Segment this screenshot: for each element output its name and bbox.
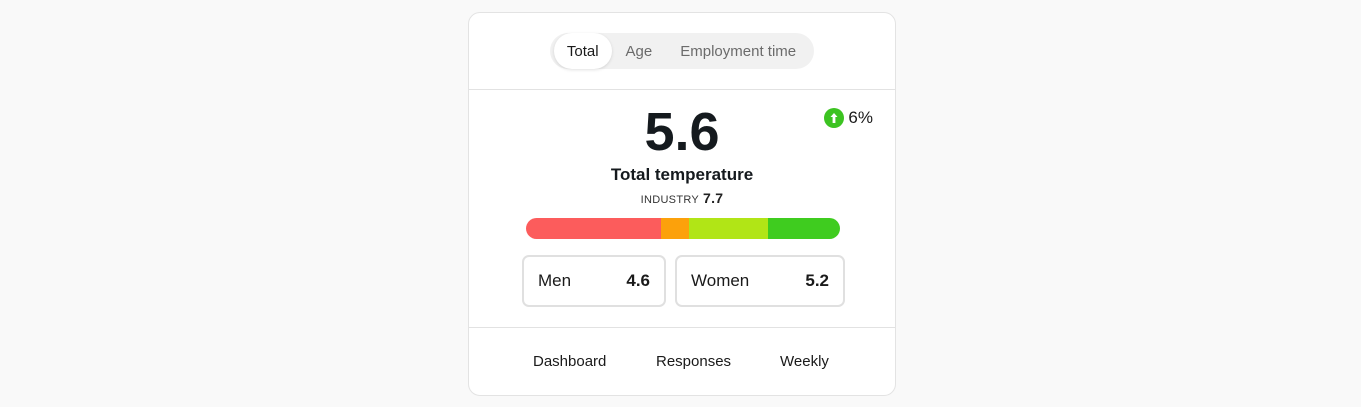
dashboard-link[interactable]: Dashboard [533,353,607,370]
industry-benchmark: INDUSTRY 7.7 [469,190,895,206]
tab-employment-time[interactable]: Employment time [680,42,797,60]
segmented-tabs: Total Age Employment time [549,33,815,69]
women-score-box: Women 5.2 [675,255,845,307]
scale-segment [689,218,768,239]
change-value: 6% [848,108,873,127]
women-label: Women [691,271,750,290]
scale-segment [526,218,662,239]
tab-total[interactable]: Total [553,33,612,69]
tabs-area: Total Age Employment time [469,13,895,90]
industry-value: 7.7 [703,190,724,206]
scale-segment [661,218,690,239]
women-value: 5.2 [805,271,829,290]
men-label: Men [538,271,572,290]
card-footer-nav: Dashboard Responses Weekly [469,328,895,395]
metric-label: Total temperature [610,165,754,184]
summary-section: 5.6 6% Total temperature INDUSTRY 7.7 Men… [469,90,895,328]
total-score: 5.6 [644,102,720,162]
arrow-up-icon [824,108,845,128]
scale-segment [767,218,840,239]
temperature-scale-bar [526,218,840,239]
temperature-card: Total Age Employment time 5.6 6% Total t… [468,12,896,396]
tab-age[interactable]: Age [625,42,653,60]
change-indicator: 6% [824,108,873,128]
gender-breakdown: Men 4.6 Women 5.2 [522,255,845,307]
industry-label: INDUSTRY [640,194,700,206]
men-score-box: Men 4.6 [522,255,666,307]
weekly-link[interactable]: Weekly [780,353,829,370]
men-value: 4.6 [626,271,650,290]
responses-link[interactable]: Responses [656,353,732,370]
